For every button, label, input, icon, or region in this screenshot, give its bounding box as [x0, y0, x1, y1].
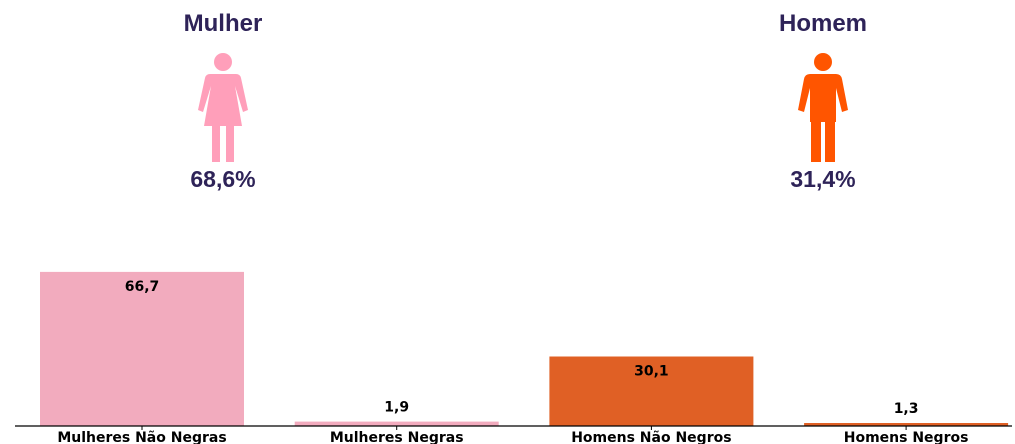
- x-tick-label-2: Homens Não Negros: [571, 430, 731, 444]
- percent-homem: 31,4%: [790, 166, 856, 192]
- percent-mulher: 68,6%: [190, 166, 256, 192]
- bar-1: [294, 421, 499, 426]
- bar-0: [40, 271, 244, 426]
- x-tick-label-3: Homens Negros: [844, 430, 969, 444]
- bar-value-label-0: 66,7: [125, 279, 160, 295]
- bar-value-label-1: 1,9: [384, 400, 409, 416]
- woman-icon: [198, 53, 248, 162]
- panel-title-homem: Homem: [778, 10, 868, 37]
- bar-value-label-2: 30,1: [634, 364, 669, 380]
- bar-value-label-3: 1,3: [894, 401, 919, 417]
- man-icon: [798, 53, 848, 162]
- panel-homem: Homem 31,4%: [703, 0, 943, 193]
- x-tick-label-1: Mulheres Negras: [330, 430, 464, 444]
- panel-title-mulher: Mulher: [183, 10, 263, 37]
- bar-3: [804, 423, 1009, 426]
- x-tick-label-0: Mulheres Não Negras: [57, 430, 226, 444]
- bars-layer: 66,7 Mulheres Não Negras 1,9 Mulheres Negra…: [40, 271, 1009, 444]
- bar-2: [549, 356, 754, 426]
- panel-mulher: Mulher 68,6%: [103, 0, 343, 193]
